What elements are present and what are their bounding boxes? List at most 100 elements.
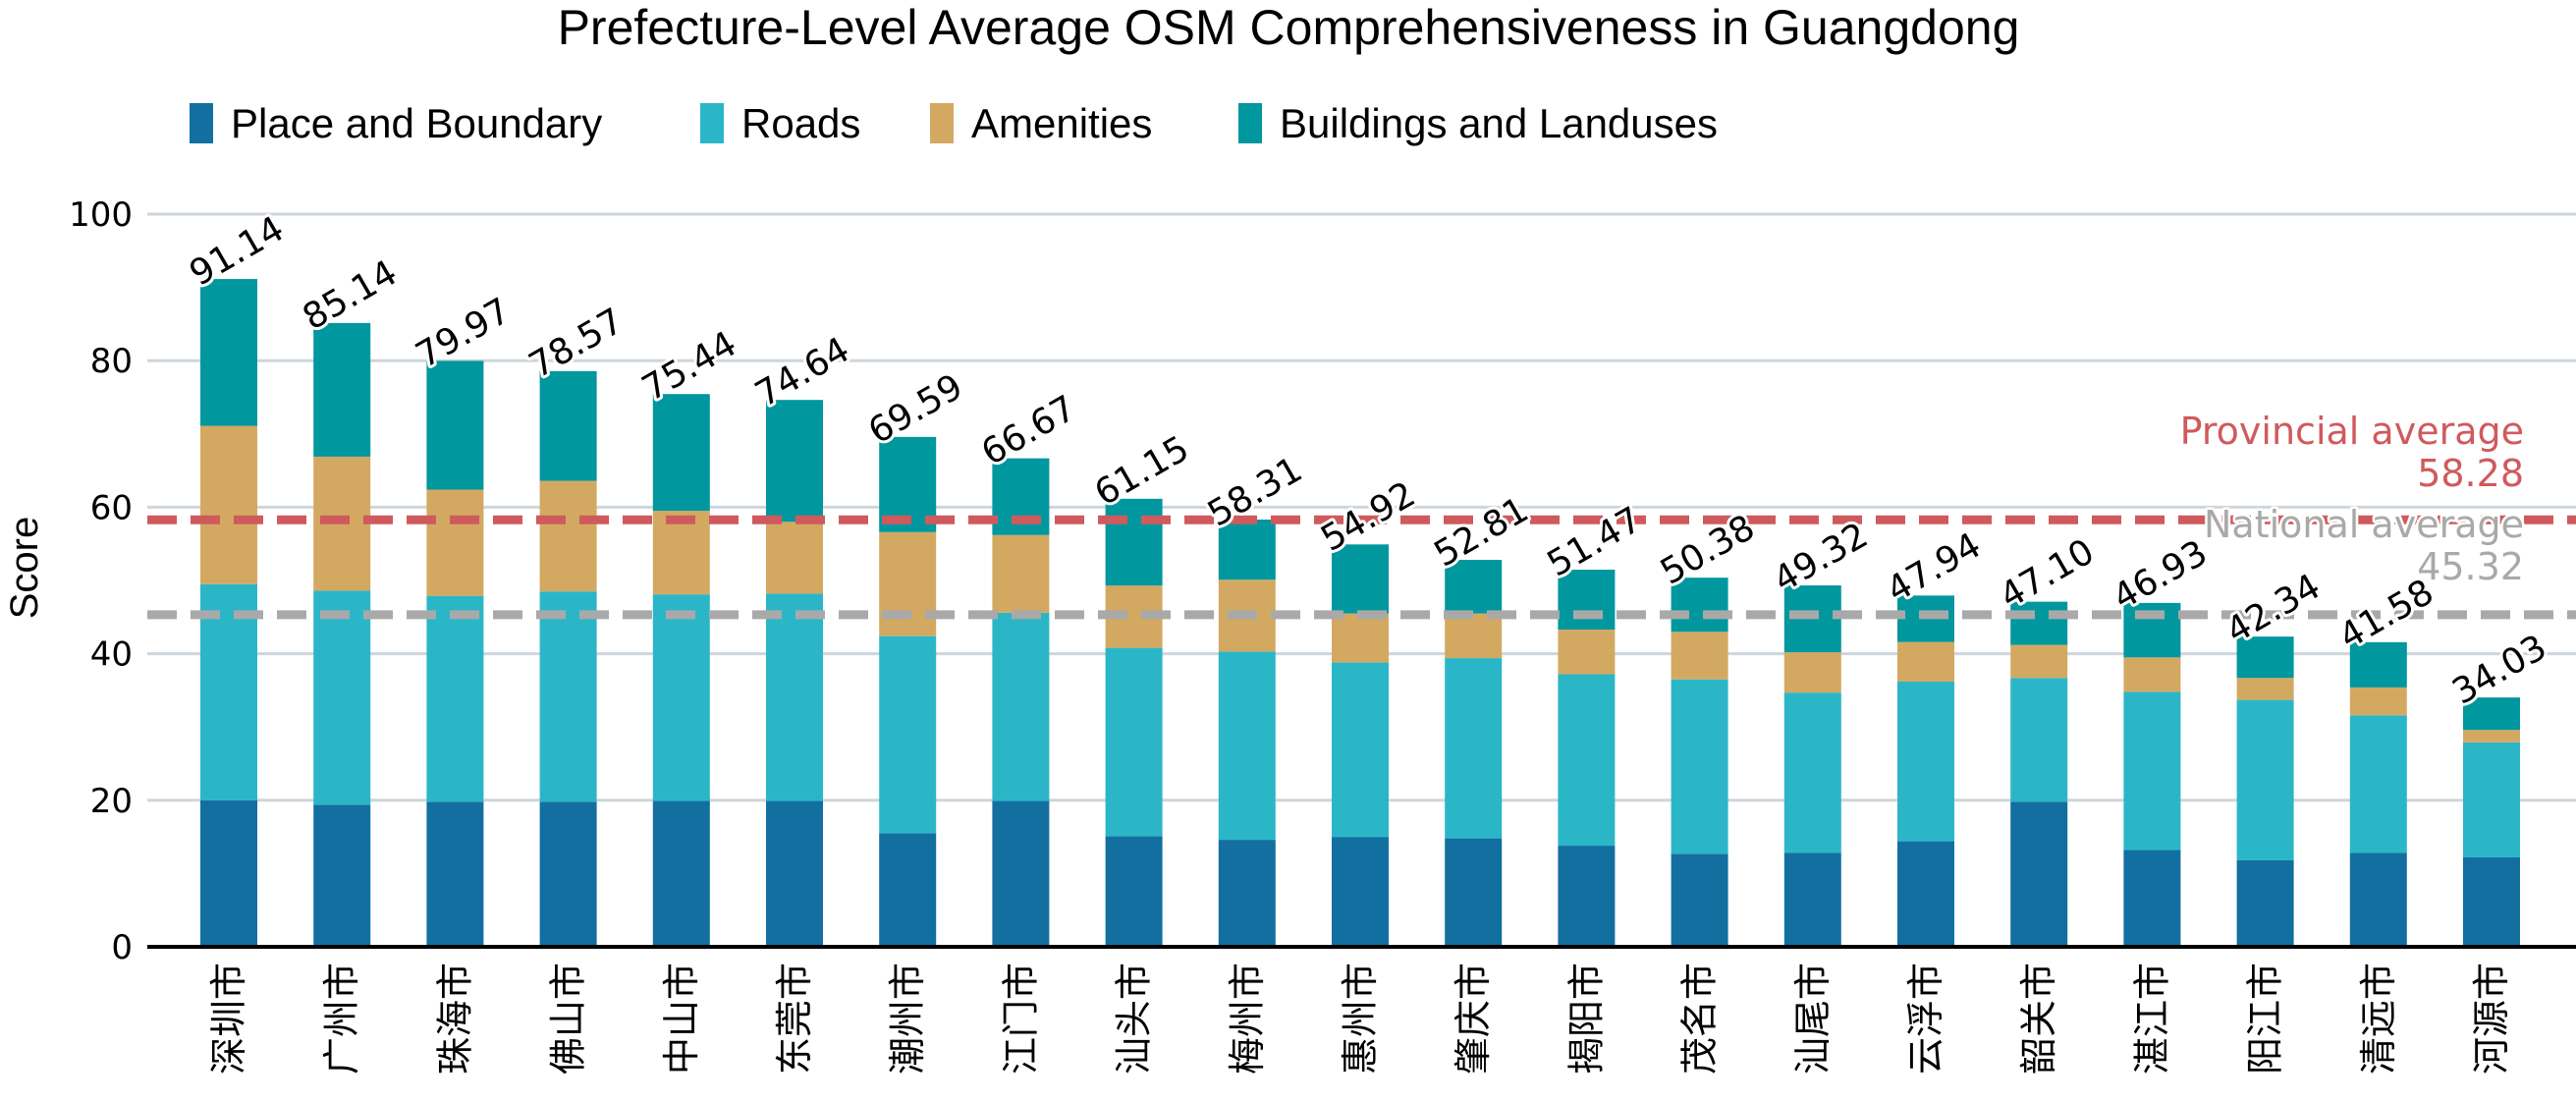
bar-segment-roads: [1332, 662, 1389, 838]
x-tick-label: 中山市: [660, 963, 703, 1074]
x-tick-label: 东莞市: [773, 963, 816, 1074]
x-tick-label: 茂名市: [1678, 963, 1722, 1074]
x-tick-label: 湛江市: [2130, 963, 2173, 1074]
bar-segment-amenities: [992, 534, 1050, 613]
x-tick-label: 河源市: [2470, 963, 2513, 1074]
bar-segment-place-and-boundary: [2236, 859, 2294, 947]
bar-segment-amenities: [2463, 730, 2520, 743]
bar-segment-place-and-boundary: [652, 800, 710, 947]
legend-item: Roads: [700, 100, 860, 146]
bar-segment-roads: [1218, 651, 1276, 841]
bar-segment-amenities: [2010, 644, 2068, 679]
bar-segment-buildings-and-landuses: [1445, 560, 1503, 614]
y-tick-label: 20: [90, 782, 133, 821]
bar-segment-buildings-and-landuses: [652, 394, 710, 512]
bar-segment-roads: [1671, 679, 1728, 854]
bar-segment-place-and-boundary: [313, 804, 371, 947]
legend-swatch: [700, 103, 724, 143]
bar-segment-place-and-boundary: [2349, 853, 2407, 947]
bar-segment-place-and-boundary: [879, 833, 937, 947]
bar-segment-roads: [992, 612, 1050, 801]
bar-stack: [766, 400, 823, 947]
bar-stack: [652, 394, 710, 947]
bar-segment-place-and-boundary: [2123, 850, 2181, 947]
x-tick-label: 深圳市: [207, 963, 250, 1074]
reference-label-name: National average: [2204, 503, 2524, 546]
bar-segment-roads: [879, 635, 937, 834]
x-tick-label: 韶关市: [2017, 963, 2060, 1074]
bar-stack: [992, 458, 1050, 947]
bar-segment-roads: [766, 593, 823, 801]
bar-segment-buildings-and-landuses: [200, 279, 257, 426]
bar-stack: [1897, 595, 1954, 947]
x-tick-label: 阳江市: [2244, 963, 2287, 1074]
bar-segment-roads: [200, 583, 257, 800]
bar-segment-buildings-and-landuses: [766, 400, 823, 523]
bar-segment-amenities: [652, 511, 710, 595]
bar-segment-buildings-and-landuses: [2236, 636, 2294, 679]
legend: Place and Boundary Roads Amenities Building…: [190, 100, 1718, 146]
bar-segment-roads: [1783, 692, 1841, 854]
bar-stack: [426, 360, 484, 947]
bar-stack: [313, 322, 371, 947]
bar-segment-buildings-and-landuses: [1105, 498, 1163, 586]
bar-segment-buildings-and-landuses: [2010, 601, 2068, 645]
bar-stack: [2349, 641, 2407, 947]
y-tick-label: 100: [69, 195, 133, 235]
bar-segment-amenities: [1558, 629, 1616, 675]
bar-stack: [2010, 601, 2068, 947]
bar-segment-buildings-and-landuses: [1671, 578, 1728, 633]
x-tick-label: 珠海市: [433, 963, 476, 1074]
bar-segment-roads: [539, 591, 597, 802]
bar-segment-buildings-and-landuses: [2349, 641, 2407, 688]
reference-label-value: 58.28: [2417, 452, 2524, 495]
bar-stack: [1783, 585, 1841, 947]
legend-label: Amenities: [971, 100, 1152, 146]
x-axis-category-labels: 深圳市 广州市 珠海市 佛山市 中山市 东莞市 潮州市 江门市 汕头市 梅州市 惠州市 肇庆市 揭阳市 茂…: [207, 963, 2513, 1074]
legend-label: Place and Boundary: [231, 100, 602, 146]
bar-segment-place-and-boundary: [200, 799, 257, 947]
x-tick-label: 潮州市: [886, 963, 929, 1074]
bar-segment-amenities: [2123, 657, 2181, 692]
x-tick-label: 梅州市: [1226, 963, 1269, 1074]
bar-segment-amenities: [426, 489, 484, 596]
bar-segment-roads: [1445, 658, 1503, 839]
bar-stack: [539, 370, 597, 947]
bar-segment-place-and-boundary: [1897, 841, 1954, 947]
chart-title: Prefecture-Level Average OSM Comprehensi…: [558, 0, 2020, 55]
y-tick-label: 80: [90, 342, 133, 381]
bar-stack: [1218, 520, 1276, 947]
bar-segment-amenities: [879, 531, 937, 636]
bar-stack: [1105, 498, 1163, 947]
x-tick-label: 清远市: [2357, 963, 2400, 1074]
bar-segment-roads: [2349, 715, 2407, 854]
bar-stack: [1445, 560, 1503, 947]
bar-segment-roads: [426, 595, 484, 802]
legend-label: Buildings and Landuses: [1280, 100, 1718, 146]
bar-stack: [2236, 636, 2294, 947]
bar-segment-buildings-and-landuses: [2463, 697, 2520, 731]
x-tick-label: 汕尾市: [1791, 963, 1835, 1074]
x-tick-label: 惠州市: [1339, 963, 1382, 1074]
y-tick-label: 40: [90, 635, 133, 675]
bar-segment-amenities: [1897, 641, 1954, 682]
bar-segment-roads: [1558, 674, 1616, 847]
x-tick-label: 肇庆市: [1452, 963, 1495, 1074]
bar-stack: [1671, 578, 1728, 947]
reference-label-value: 45.32: [2417, 545, 2524, 588]
bar-segment-place-and-boundary: [1783, 853, 1841, 947]
bar-segment-amenities: [539, 480, 597, 592]
bar-segment-place-and-boundary: [1445, 838, 1503, 947]
bar-stack: [879, 436, 937, 947]
bar-segment-place-and-boundary: [539, 801, 597, 947]
bar-segment-amenities: [1445, 613, 1503, 659]
bar-segment-roads: [2010, 678, 2068, 802]
bars: [200, 279, 2520, 947]
y-axis-ticks: 0 20 40 60 80 100: [69, 195, 133, 967]
x-tick-label: 广州市: [320, 963, 363, 1074]
bar-segment-place-and-boundary: [1558, 846, 1616, 947]
legend-swatch: [190, 103, 213, 143]
bar-segment-roads: [2463, 742, 2520, 857]
